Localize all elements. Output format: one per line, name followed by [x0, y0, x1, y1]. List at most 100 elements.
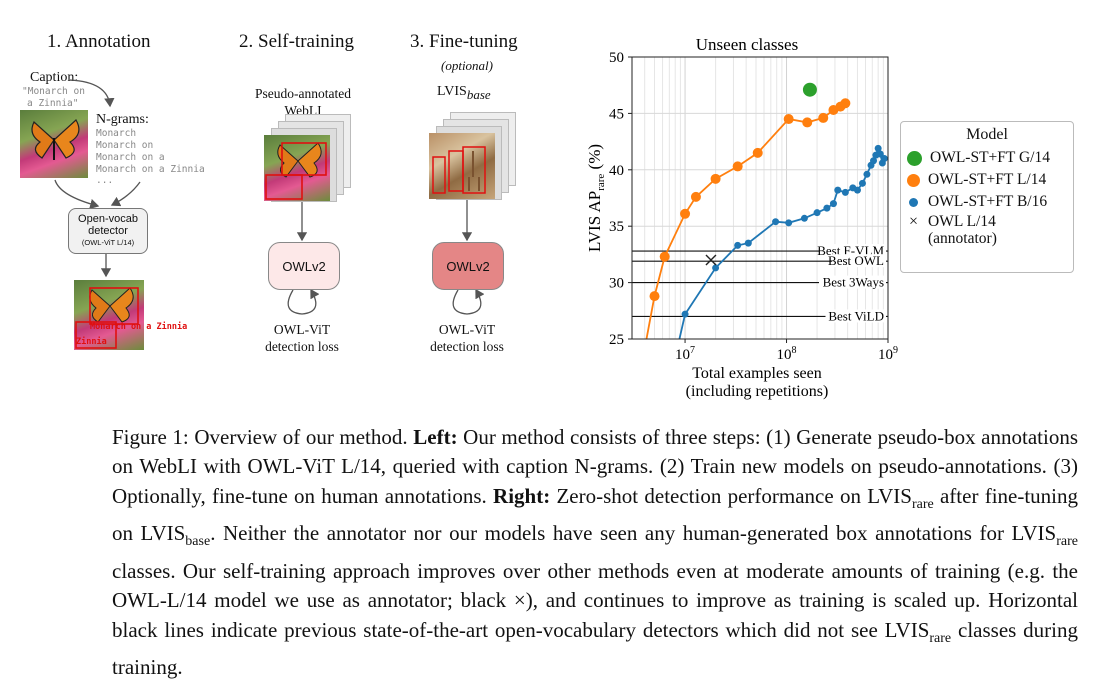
y-tick-label: 50 — [609, 50, 624, 66]
data-point — [834, 186, 842, 194]
caption-sub: base — [185, 534, 211, 550]
y-tick-label: 45 — [609, 106, 624, 122]
loss-a-line2: detection loss — [265, 339, 339, 354]
step1-title: 1. Annotation — [47, 31, 151, 52]
caption-sub: rare — [1056, 534, 1078, 550]
x-axis-label-2: (including repetitions) — [686, 383, 829, 400]
reference-label-bg — [819, 275, 886, 289]
pseudo-line1: Pseudo-annotated — [255, 86, 351, 101]
butterfly-icon — [75, 287, 139, 349]
loss-b-line2: detection loss — [430, 339, 504, 354]
data-point — [636, 362, 646, 372]
caption-text-1: "Monarch on — [22, 86, 85, 97]
reference-label: Best 3Ways — [823, 275, 884, 290]
chart-frame — [631, 56, 889, 340]
figure-caption: Figure 1: Overview of our method. Left: … — [112, 423, 1078, 683]
webli-photo — [264, 135, 330, 201]
caption-sub: rare — [929, 631, 952, 646]
y-tick-label: 35 — [609, 219, 624, 235]
loss-a-line1: OWL-ViT — [273, 322, 331, 337]
data-point — [853, 186, 861, 194]
data-point — [783, 114, 794, 125]
step3-title: 3. Fine-tuning — [410, 31, 518, 52]
x-tick-label: 109 — [878, 345, 898, 363]
legend-dot-icon — [907, 150, 922, 166]
step3-optional: (optional) — [441, 58, 493, 73]
caption-right-text-5: classes during training. — [112, 617, 1078, 680]
data-point — [649, 291, 660, 302]
ngram-item: ... — [96, 175, 114, 186]
data-point — [880, 155, 888, 163]
data-point — [732, 161, 743, 172]
legend-label: OWL L/14 — [928, 213, 996, 230]
data-point — [712, 264, 720, 272]
reference-label-bg — [832, 254, 886, 268]
data-point — [734, 241, 742, 249]
ngram-item: Monarch — [96, 128, 137, 139]
legend-dot-icon — [909, 197, 918, 207]
data-point — [680, 208, 691, 219]
caption-right-text-1: Zero-shot detection performance on LVIS — [556, 483, 912, 508]
x-tick-label: 107 — [675, 345, 695, 363]
loss-label-a: OWL-ViT detection loss — [250, 321, 354, 355]
ngrams-label: N-grams: — [96, 112, 149, 127]
detector-line3: (OWL-ViT L/14) — [81, 238, 135, 247]
y-axis-label-sub: rare — [595, 174, 607, 191]
y-axis-label-unit: (%) — [585, 144, 604, 174]
y-axis-label-main: LVIS AP — [585, 191, 604, 252]
series-group — [636, 82, 888, 372]
y-tick-label: 40 — [609, 163, 624, 179]
data-point — [690, 191, 701, 202]
caption-text-2: a Zinnia" — [27, 98, 79, 109]
data-point — [772, 218, 780, 226]
data-point — [818, 112, 829, 123]
legend-item-b16: OWL-ST+FT B/16 — [907, 191, 1073, 213]
data-point — [710, 173, 721, 184]
giraffe-icon — [432, 146, 486, 194]
open-vocab-detector: Open-vocab detector (OWL-ViT L/14) — [68, 208, 148, 254]
legend-title: Model — [966, 126, 1008, 143]
butterfly-photo — [20, 110, 88, 178]
caption-fig-label: Figure 1: Overview of our method. — [112, 425, 408, 449]
legend-item-l14: OWL-ST+FT L/14 — [907, 169, 1073, 191]
legend-label-2: (annotator) — [928, 230, 997, 247]
caption-left-bold: Left: — [413, 425, 458, 449]
data-point — [858, 179, 866, 187]
reference-label: Best ViLD — [828, 308, 884, 323]
legend-label: OWL-ST+FT B/16 — [928, 193, 1048, 210]
data-point — [744, 239, 752, 247]
cross-point — [705, 254, 717, 266]
data-point — [785, 219, 793, 227]
data-point — [863, 170, 871, 178]
lvis-label: LVISbase — [437, 84, 491, 103]
caption-sub: rare — [911, 497, 934, 512]
loss-label-b: OWL-ViT detection loss — [415, 321, 519, 355]
data-point — [823, 204, 831, 212]
y-tick-label: 30 — [609, 276, 624, 292]
step2-title: 2. Self-training — [239, 31, 355, 52]
data-point — [802, 117, 813, 128]
caption-right-text-4: classes. Our self-training approach impr… — [112, 559, 1078, 642]
reference-label: Best OWL — [828, 253, 884, 268]
ngram-item: Monarch on — [96, 140, 154, 151]
x-tick-label: 108 — [777, 345, 797, 363]
label-monarch: Monarch on a Zinnia — [90, 322, 188, 332]
legend-label: OWL-ST+FT G/14 — [930, 149, 1050, 166]
butterfly-icon — [265, 142, 327, 200]
butterfly-icon — [31, 119, 80, 160]
chart-series — [636, 82, 888, 372]
caption-right-bold: Right: — [493, 483, 551, 508]
left-figure-arrows — [54, 79, 485, 315]
data-point — [813, 209, 821, 217]
caption-right-text-3: . Neither the annotator nor our models h… — [210, 521, 1057, 546]
data-point — [659, 251, 670, 262]
legend-item-g14: OWL-ST+FT G/14 — [907, 147, 1073, 169]
loss-b-line1: OWL-ViT — [438, 322, 496, 337]
ngram-item: Monarch on a — [96, 152, 165, 163]
y-axis-label: LVIS APrare (%) — [585, 144, 607, 252]
chart-legend: Model OWL-ST+FT G/14 OWL-ST+FT L/14 OWL-… — [900, 121, 1074, 273]
caption-right-text-2: after fine-tuning on LVIS — [112, 483, 1079, 546]
data-point — [876, 150, 884, 158]
